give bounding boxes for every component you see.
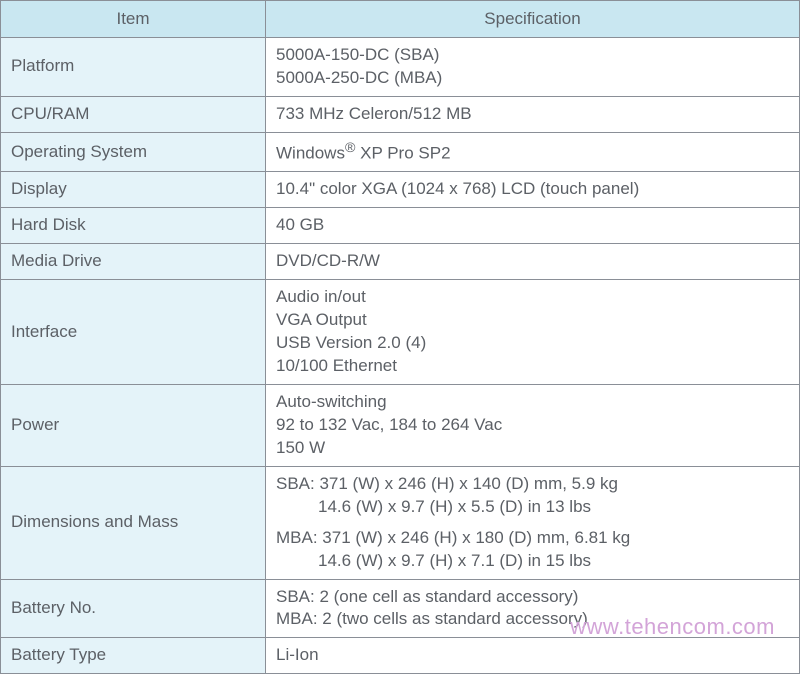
item-cell: Operating System — [1, 132, 266, 172]
table-row: PowerAuto-switching92 to 132 Vac, 184 to… — [1, 384, 800, 466]
item-cell: Platform — [1, 38, 266, 97]
item-cell: Interface — [1, 280, 266, 385]
table-row: Media DriveDVD/CD-R/W — [1, 244, 800, 280]
table-row: Dimensions and MassSBA: 371 (W) x 246 (H… — [1, 466, 800, 579]
table-row: Battery TypeLi-Ion — [1, 638, 800, 674]
table-row: Platform5000A-150-DC (SBA)5000A-250-DC (… — [1, 38, 800, 97]
header-spec: Specification — [266, 1, 800, 38]
header-item: Item — [1, 1, 266, 38]
table-row: InterfaceAudio in/outVGA OutputUSB Versi… — [1, 280, 800, 385]
spec-cell: 40 GB — [266, 208, 800, 244]
header-row: Item Specification — [1, 1, 800, 38]
table-row: CPU/RAM733 MHz Celeron/512 MB — [1, 96, 800, 132]
table-container: Item Specification Platform5000A-150-DC … — [0, 0, 800, 650]
item-cell: Power — [1, 384, 266, 466]
spec-cell: Audio in/outVGA OutputUSB Version 2.0 (4… — [266, 280, 800, 385]
table-row: Display10.4" color XGA (1024 x 768) LCD … — [1, 172, 800, 208]
spec-cell: 5000A-150-DC (SBA)5000A-250-DC (MBA) — [266, 38, 800, 97]
spec-cell: SBA: 371 (W) x 246 (H) x 140 (D) mm, 5.9… — [266, 466, 800, 579]
item-cell: Media Drive — [1, 244, 266, 280]
table-row: Hard Disk40 GB — [1, 208, 800, 244]
specification-table: Item Specification Platform5000A-150-DC … — [0, 0, 800, 674]
item-cell: Dimensions and Mass — [1, 466, 266, 579]
table-row: Battery No.SBA: 2 (one cell as standard … — [1, 579, 800, 638]
spec-cell: Auto-switching92 to 132 Vac, 184 to 264 … — [266, 384, 800, 466]
table-body: Platform5000A-150-DC (SBA)5000A-250-DC (… — [1, 38, 800, 674]
item-cell: Hard Disk — [1, 208, 266, 244]
item-cell: Battery No. — [1, 579, 266, 638]
item-cell: Display — [1, 172, 266, 208]
item-cell: Battery Type — [1, 638, 266, 674]
table-row: Operating SystemWindows® XP Pro SP2 — [1, 132, 800, 172]
spec-cell: 733 MHz Celeron/512 MB — [266, 96, 800, 132]
spec-cell: SBA: 2 (one cell as standard accessory)M… — [266, 579, 800, 638]
spec-cell: 10.4" color XGA (1024 x 768) LCD (touch … — [266, 172, 800, 208]
spec-cell: DVD/CD-R/W — [266, 244, 800, 280]
spec-cell: Windows® XP Pro SP2 — [266, 132, 800, 172]
spec-cell: Li-Ion — [266, 638, 800, 674]
item-cell: CPU/RAM — [1, 96, 266, 132]
